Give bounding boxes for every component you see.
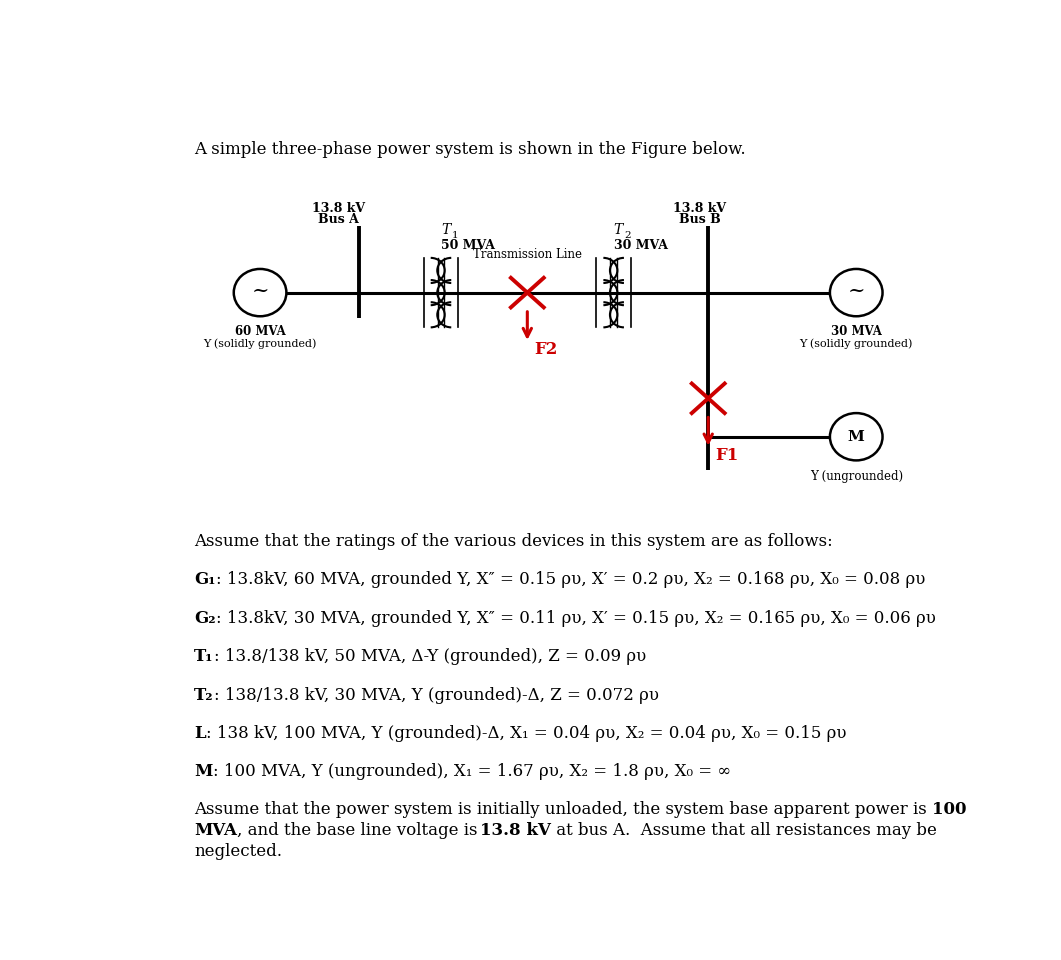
- Text: G₂: G₂: [194, 610, 215, 627]
- Text: T₁: T₁: [194, 648, 214, 665]
- Text: : 13.8/138 kV, 50 MVA, Δ-Y (grounded), Z = 0.09 ρυ: : 13.8/138 kV, 50 MVA, Δ-Y (grounded), Z…: [214, 648, 646, 665]
- Text: 60 MVA: 60 MVA: [234, 325, 285, 338]
- Text: : 138/13.8 kV, 30 MVA, Y (grounded)-Δ, Z = 0.072 ρυ: : 138/13.8 kV, 30 MVA, Y (grounded)-Δ, Z…: [214, 686, 659, 704]
- Text: 100: 100: [933, 802, 967, 818]
- Text: L: L: [194, 725, 206, 742]
- Text: A simple three-phase power system is shown in the Figure below.: A simple three-phase power system is sho…: [194, 141, 746, 158]
- Text: Bus A: Bus A: [317, 213, 359, 227]
- Text: ~: ~: [251, 281, 268, 300]
- Text: T: T: [613, 223, 623, 237]
- Text: : 138 kV, 100 MVA, Y (grounded)-Δ, X₁ = 0.04 ρυ, X₂ = 0.04 ρυ, X₀ = 0.15 ρυ: : 138 kV, 100 MVA, Y (grounded)-Δ, X₁ = …: [206, 725, 847, 742]
- Text: 2: 2: [624, 231, 631, 240]
- Text: F1: F1: [715, 447, 738, 464]
- Text: T: T: [441, 223, 450, 237]
- Text: Y (ungrounded): Y (ungrounded): [810, 470, 903, 483]
- Text: ~: ~: [848, 281, 865, 300]
- Text: G₁: G₁: [194, 571, 215, 588]
- Text: 13.8 kV: 13.8 kV: [312, 202, 365, 215]
- Text: M: M: [194, 763, 212, 780]
- Text: Y (solidly grounded): Y (solidly grounded): [204, 339, 317, 349]
- Text: 30 MVA: 30 MVA: [831, 325, 882, 338]
- Text: Assume that the power system is initially unloaded, the system base apparent pow: Assume that the power system is initiall…: [194, 802, 933, 818]
- Text: 13.8 kV: 13.8 kV: [480, 822, 551, 839]
- Text: 13.8 kV: 13.8 kV: [674, 202, 727, 215]
- Text: T₂: T₂: [194, 686, 214, 704]
- Text: : 13.8kV, 30 MVA, grounded Y, Χ″ = 0.11 ρυ, Χ′ = 0.15 ρυ, X₂ = 0.165 ρυ, X₀ = 0.: : 13.8kV, 30 MVA, grounded Y, Χ″ = 0.11 …: [215, 610, 936, 627]
- Text: 30 MVA: 30 MVA: [613, 239, 667, 252]
- Text: : 13.8kV, 60 MVA, grounded Y, Χ″ = 0.15 ρυ, Χ′ = 0.2 ρυ, X₂ = 0.168 ρυ, X₀ = 0.0: : 13.8kV, 60 MVA, grounded Y, Χ″ = 0.15 …: [215, 571, 925, 588]
- Text: 1: 1: [452, 231, 458, 240]
- Text: MVA: MVA: [194, 822, 238, 839]
- Text: neglected.: neglected.: [194, 843, 282, 859]
- Text: Y (solidly grounded): Y (solidly grounded): [800, 339, 912, 349]
- Text: at bus A.  Assume that all resistances may be: at bus A. Assume that all resistances ma…: [551, 822, 937, 839]
- Text: : 100 MVA, Y (ungrounded), X₁ = 1.67 ρυ, X₂ = 1.8 ρυ, X₀ = ∞: : 100 MVA, Y (ungrounded), X₁ = 1.67 ρυ,…: [212, 763, 731, 780]
- Text: , and the base line voltage is: , and the base line voltage is: [238, 822, 483, 839]
- Text: Bus B: Bus B: [679, 213, 720, 227]
- Text: F2: F2: [534, 342, 557, 358]
- Text: Assume that the ratings of the various devices in this system are as follows:: Assume that the ratings of the various d…: [194, 533, 833, 550]
- Text: Transmission Line: Transmission Line: [473, 248, 581, 261]
- Text: 50 MVA: 50 MVA: [441, 239, 495, 252]
- Text: M: M: [848, 430, 865, 444]
